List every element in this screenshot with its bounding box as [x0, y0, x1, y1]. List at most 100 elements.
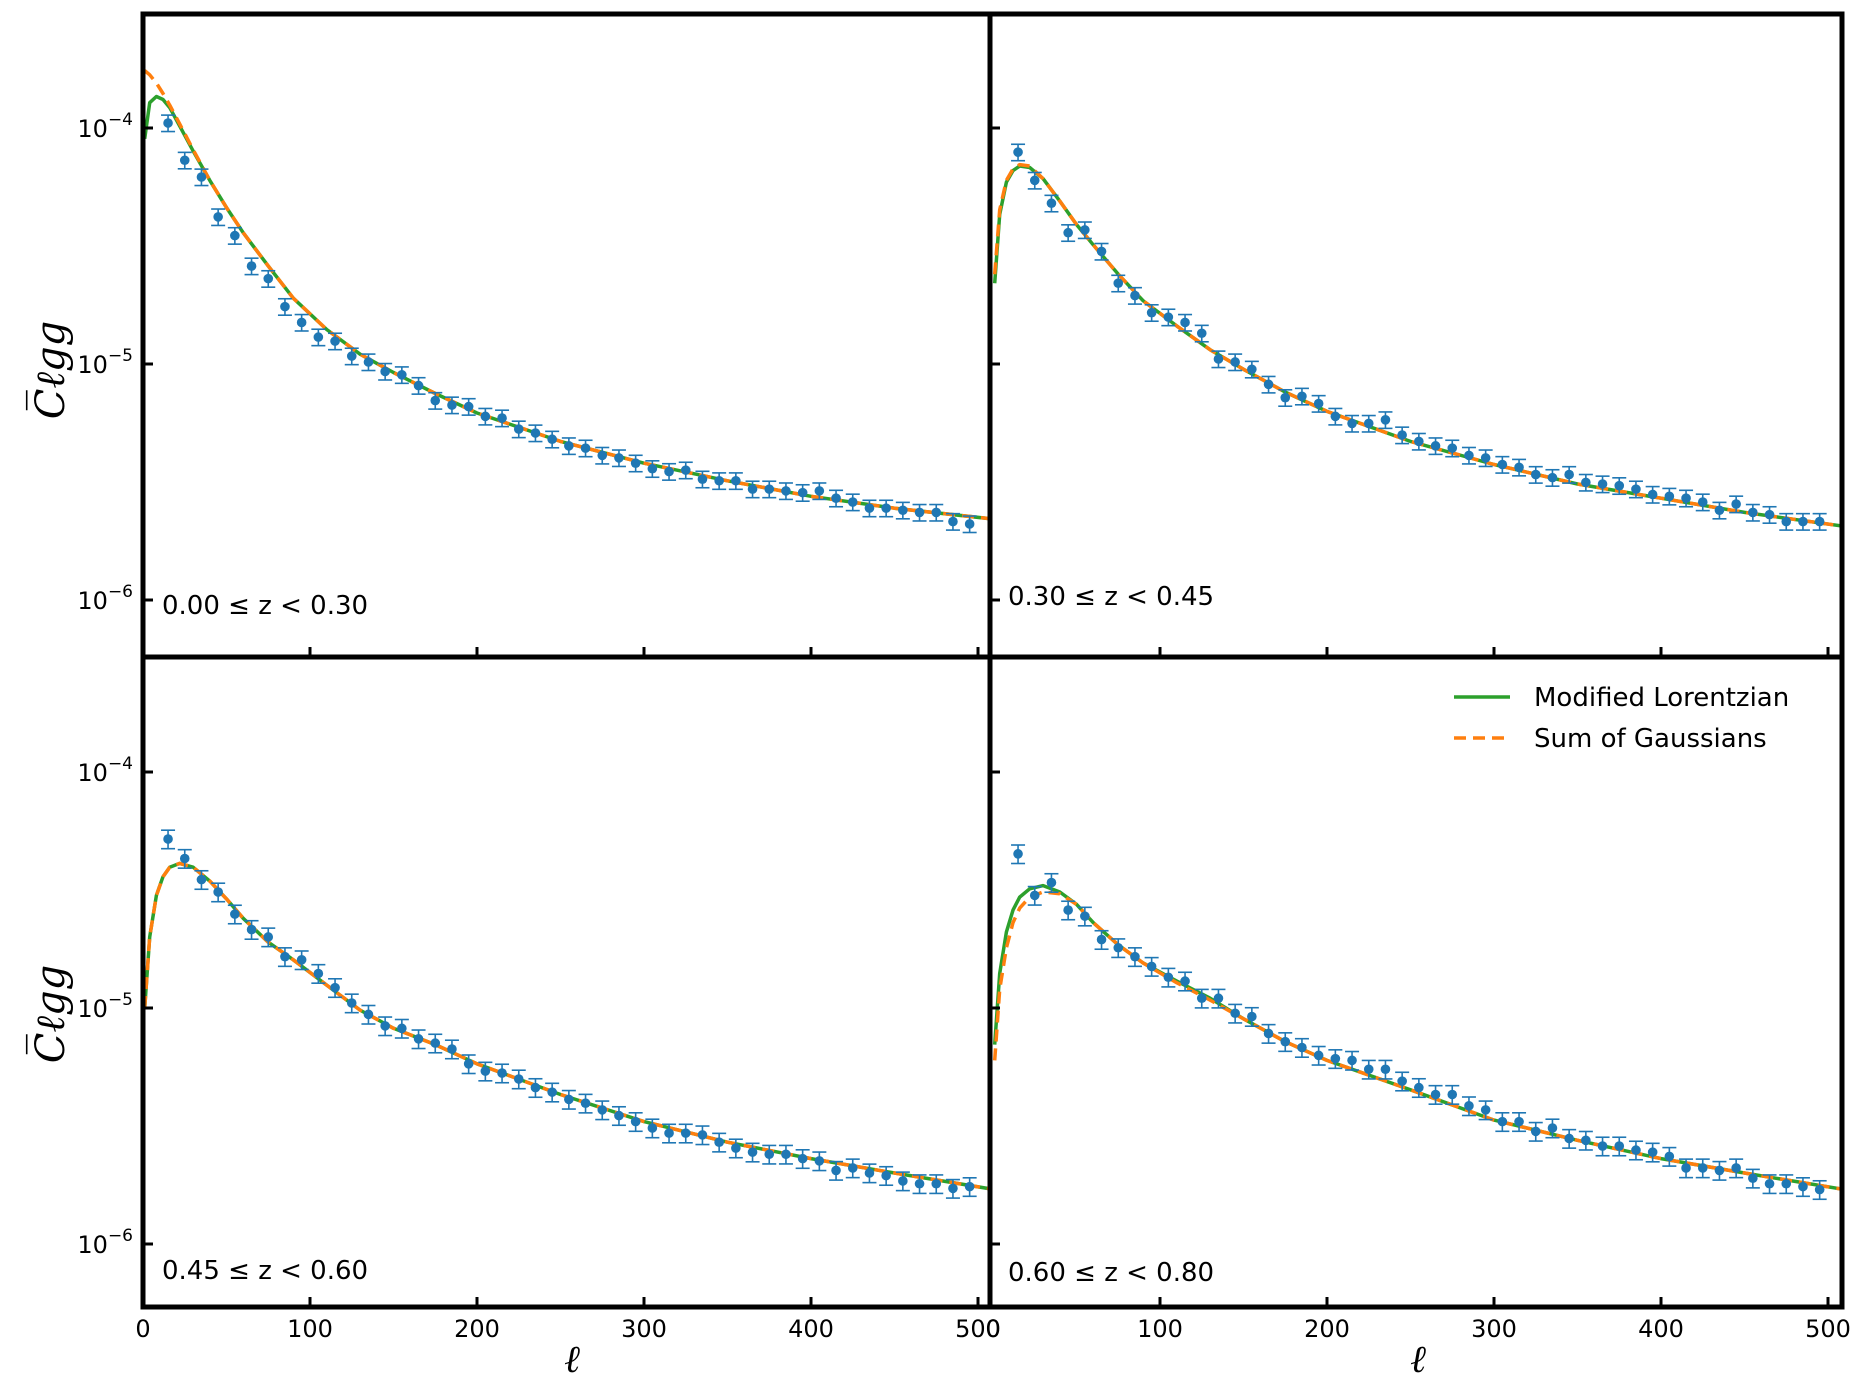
- data-point: [962, 515, 977, 534]
- data-point: [1244, 1006, 1259, 1028]
- data-point: [945, 1178, 960, 1199]
- data-point: [378, 1016, 393, 1037]
- data-point: [1261, 1023, 1276, 1044]
- data-marker: [680, 1128, 691, 1138]
- data-point: [845, 1158, 860, 1179]
- data-marker: [1447, 443, 1458, 453]
- data-point: [211, 882, 226, 903]
- data-point: [444, 396, 459, 415]
- data-point: [728, 472, 743, 491]
- data-marker: [263, 273, 274, 284]
- data-point: [227, 904, 242, 925]
- data-point: [1478, 449, 1493, 468]
- xtick-label: 0: [135, 1315, 150, 1343]
- data-marker: [1347, 418, 1357, 429]
- data-point: [829, 489, 844, 508]
- data-marker: [363, 357, 374, 367]
- data-point: [678, 461, 693, 480]
- data-marker: [413, 380, 424, 391]
- data-marker: [1213, 993, 1224, 1004]
- data-marker: [1247, 364, 1257, 375]
- data-point: [411, 1029, 426, 1050]
- data-point: [1194, 324, 1209, 343]
- data-marker: [1146, 307, 1157, 318]
- data-point: [478, 1061, 493, 1082]
- data-point: [461, 1054, 476, 1075]
- data-point: [929, 503, 944, 522]
- data-marker: [1664, 491, 1675, 502]
- data-marker: [580, 443, 591, 453]
- data-marker: [948, 516, 958, 527]
- data-marker: [1380, 415, 1391, 425]
- data-point: [294, 313, 309, 332]
- data-marker: [1180, 317, 1190, 328]
- data-marker: [463, 1059, 474, 1069]
- data-point: [1311, 394, 1326, 413]
- series-sum-of-gaussians: [992, 890, 1842, 1191]
- data-marker: [1681, 1163, 1691, 1173]
- data-marker: [1046, 198, 1057, 209]
- data-point: [962, 1177, 977, 1198]
- data-marker: [480, 411, 491, 422]
- data-point: [611, 1105, 626, 1127]
- data-marker: [1614, 480, 1625, 491]
- data-point: [879, 1165, 894, 1187]
- data-point: [645, 1118, 660, 1139]
- data-point: [945, 512, 960, 531]
- data-point: [1211, 350, 1226, 369]
- data-point: [428, 1033, 443, 1054]
- data-marker: [614, 1110, 624, 1121]
- data-marker: [313, 968, 324, 979]
- data-marker: [196, 172, 207, 182]
- data-marker: [1748, 1173, 1758, 1184]
- data-point: [1411, 1077, 1426, 1099]
- panel-bottom-right: 0 100 200 300 400 500 0.60 ≤ z < 0.80: [985, 654, 1851, 1343]
- data-marker: [814, 486, 825, 496]
- data-point: [1779, 512, 1794, 531]
- data-marker: [747, 484, 758, 494]
- data-marker: [1497, 459, 1508, 470]
- data-point: [244, 919, 259, 941]
- data-marker: [1781, 1178, 1792, 1189]
- data-point: [277, 947, 292, 968]
- data-marker: [831, 1165, 841, 1176]
- plot-area-bottom-right: [992, 844, 1842, 1201]
- data-marker: [1347, 1055, 1357, 1066]
- data-marker: [1430, 441, 1441, 451]
- data-marker: [1714, 505, 1725, 516]
- data-marker: [664, 1128, 674, 1138]
- data-marker: [179, 155, 190, 166]
- data-marker: [1263, 379, 1274, 390]
- data-marker: [964, 519, 975, 529]
- data-point: [795, 483, 810, 503]
- data-point: [344, 993, 359, 1014]
- data-point: [328, 977, 343, 999]
- data-marker: [163, 834, 173, 844]
- data-point: [829, 1160, 844, 1181]
- data-point: [1679, 1158, 1694, 1179]
- data-marker: [964, 1181, 975, 1192]
- data-point: [662, 1123, 677, 1144]
- data-marker: [1731, 499, 1741, 509]
- data-point: [778, 1144, 793, 1165]
- xtick-label: 0: [985, 1315, 1000, 1343]
- data-marker: [463, 401, 474, 412]
- data-point: [845, 493, 860, 512]
- data-point: [1127, 947, 1142, 968]
- data-point: [1328, 407, 1343, 426]
- data-point: [1545, 468, 1560, 487]
- ylabel-top: C̅ℓgg: [27, 321, 74, 419]
- data-marker: [447, 1044, 457, 1054]
- data-point: [1328, 1049, 1343, 1070]
- data-point: [1144, 956, 1159, 977]
- data-marker: [447, 400, 457, 410]
- data-marker: [1113, 278, 1124, 288]
- legend-label-lorentzian: Modified Lorentzian: [1534, 683, 1789, 713]
- data-marker: [747, 1147, 758, 1157]
- data-marker: [513, 1074, 524, 1084]
- data-point: [444, 1039, 459, 1060]
- data-point: [1645, 1142, 1660, 1163]
- data-marker: [330, 336, 340, 346]
- data-point: [1111, 938, 1126, 959]
